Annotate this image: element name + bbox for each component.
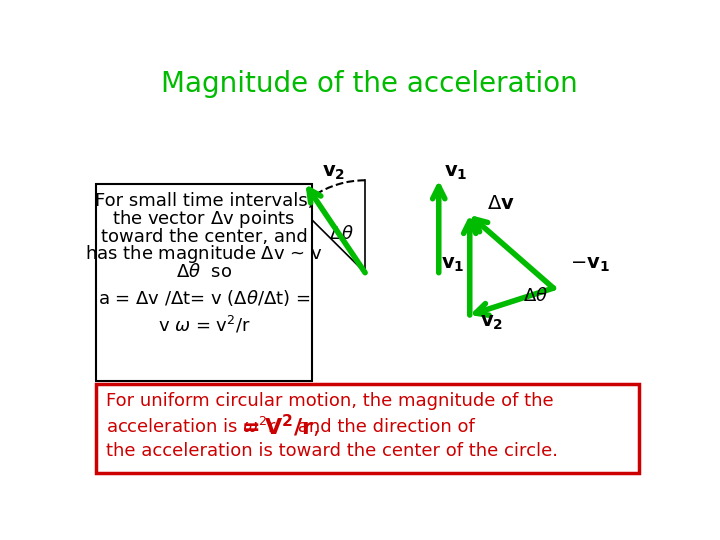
Bar bbox=[96, 184, 312, 381]
Bar bbox=[96, 384, 639, 473]
Text: $\mathbf{v_2}$: $\mathbf{v_2}$ bbox=[323, 163, 346, 182]
Text: Magnitude of the acceleration: Magnitude of the acceleration bbox=[161, 70, 577, 98]
Text: the vector $\Delta$v points: the vector $\Delta$v points bbox=[112, 208, 295, 230]
Text: $\Delta\theta$: $\Delta\theta$ bbox=[523, 287, 548, 305]
Text: $\Delta\theta$  so: $\Delta\theta$ so bbox=[176, 263, 232, 281]
Text: a = $\Delta$v /$\Delta$t= v ($\Delta\theta$/$\Delta$t) =: a = $\Delta$v /$\Delta$t= v ($\Delta\the… bbox=[98, 288, 310, 308]
Text: and the direction of: and the direction of bbox=[292, 418, 475, 436]
Text: For small time intervals,: For small time intervals, bbox=[94, 192, 313, 210]
Text: $\mathbf{v_1}$: $\mathbf{v_1}$ bbox=[444, 163, 467, 182]
Text: acceleration is $\omega^2$r: acceleration is $\omega^2$r bbox=[106, 417, 276, 437]
Text: $\Delta\theta$: $\Delta\theta$ bbox=[329, 225, 354, 243]
Text: $\mathbf{= V^2/r}$,: $\mathbf{= V^2/r}$, bbox=[230, 413, 319, 440]
Text: $\mathbf{v_2}$: $\mathbf{v_2}$ bbox=[480, 313, 503, 332]
Text: toward the center, and: toward the center, and bbox=[101, 227, 307, 246]
Text: the acceleration is toward the center of the circle.: the acceleration is toward the center of… bbox=[106, 442, 557, 460]
Text: For uniform circular motion, the magnitude of the: For uniform circular motion, the magnitu… bbox=[106, 392, 553, 410]
Text: has the magnitude $\Delta$v ~ v: has the magnitude $\Delta$v ~ v bbox=[85, 243, 323, 265]
Text: $\mathbf{v_1}$: $\mathbf{v_1}$ bbox=[441, 255, 464, 274]
Text: v $\omega$ = v$^2$/r: v $\omega$ = v$^2$/r bbox=[158, 314, 251, 335]
Text: $-\mathbf{v_1}$: $-\mathbf{v_1}$ bbox=[570, 255, 610, 274]
Text: $\Delta\mathbf{v}$: $\Delta\mathbf{v}$ bbox=[487, 194, 515, 213]
